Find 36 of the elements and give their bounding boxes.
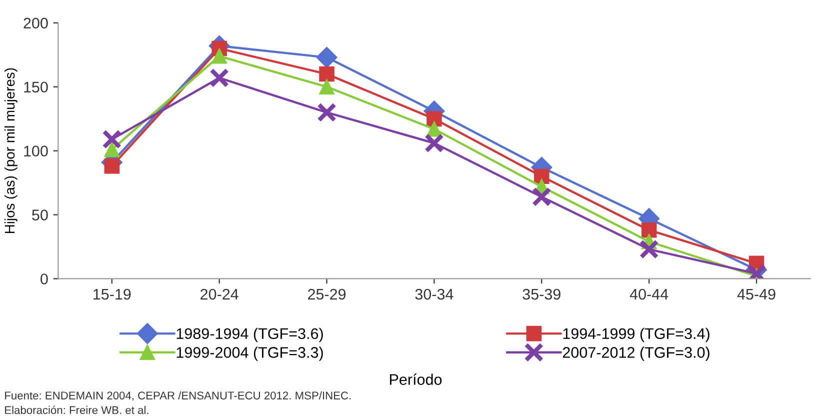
- x-tick-label: 35-39: [522, 288, 560, 300]
- point: [319, 66, 334, 82]
- x-tick-label: 30-34: [415, 288, 454, 300]
- x-tick-label: 45-49: [737, 288, 776, 300]
- point: [426, 121, 442, 137]
- point: [210, 68, 230, 88]
- y-tick-label: 150: [24, 82, 48, 93]
- point: [534, 168, 550, 184]
- y-tick-label: 50: [32, 210, 48, 220]
- point: [639, 240, 659, 260]
- legend-label: 2007-2012 (TGF=3.0): [562, 346, 710, 361]
- point: [104, 142, 120, 158]
- y-axis-title: Hijos (as) (por mil mujeres): [4, 68, 18, 233]
- legend-label: 1994-1999 (TGF=3.4): [563, 328, 710, 342]
- point: [532, 187, 552, 207]
- point: [426, 111, 442, 126]
- point: [212, 48, 227, 64]
- x-tick-label: 40-44: [630, 288, 668, 300]
- point: [641, 222, 657, 238]
- x-tick-label: 20-24: [200, 288, 238, 300]
- x-axis-title: Período: [390, 374, 442, 385]
- y-tick-label: 200: [24, 18, 48, 29]
- point: [102, 130, 122, 150]
- text: Elaboración: Freire WB. et al.: [5, 406, 148, 414]
- point: [317, 102, 336, 122]
- point: [424, 133, 444, 153]
- point: [316, 46, 338, 68]
- point: [319, 79, 334, 94]
- point: [104, 158, 120, 174]
- x-tick-label: 15-19: [94, 288, 131, 300]
- legend-label: 1989-1994 (TGF=3.6): [176, 328, 323, 342]
- source-note: Fuente: ENDEMAIN 2004, CEPAR /ENSANUT-ECU 2012. MSP/INEC.: [5, 391, 351, 401]
- y-tick-label: 100: [24, 146, 48, 156]
- x-tick-label: 25-29: [308, 288, 346, 300]
- legend-label: 1999-2004 (TGF=3.3): [176, 346, 323, 361]
- y-tick-label: 0: [40, 274, 48, 284]
